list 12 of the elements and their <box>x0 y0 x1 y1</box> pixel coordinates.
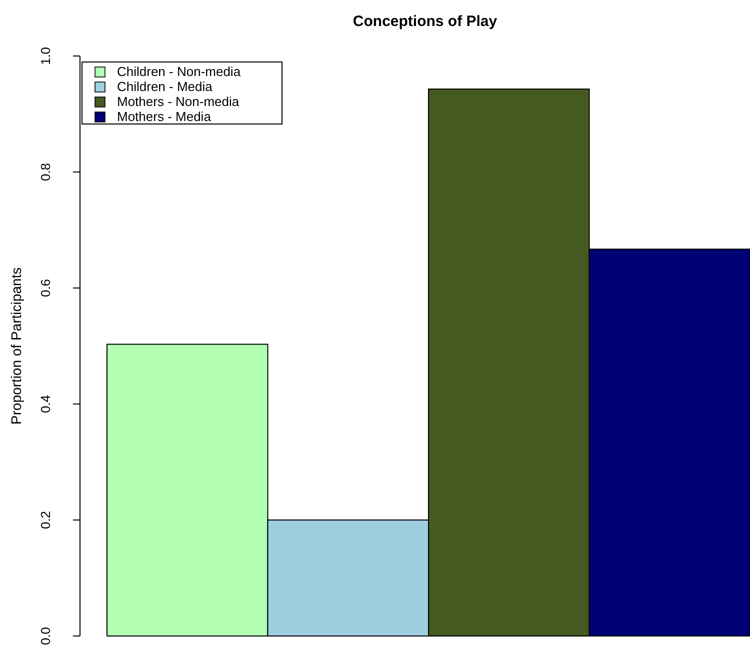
legend-label: Mothers - Non-media <box>117 94 240 109</box>
y-tick-label: 0.0 <box>38 626 53 646</box>
legend-label: Children - Non-media <box>117 64 242 79</box>
legend-label: Mothers - Media <box>117 109 212 124</box>
y-tick-label: 0.2 <box>38 510 53 530</box>
y-tick-label: 0.4 <box>38 394 53 414</box>
y-tick-label: 0.6 <box>38 278 53 298</box>
y-axis-title: Proportion of Participants <box>8 267 24 425</box>
y-tick-label: 1.0 <box>38 46 53 66</box>
y-tick-label: 0.8 <box>38 162 53 182</box>
chart-title: Conceptions of Play <box>352 13 498 30</box>
legend-label: Children - Media <box>117 79 214 94</box>
